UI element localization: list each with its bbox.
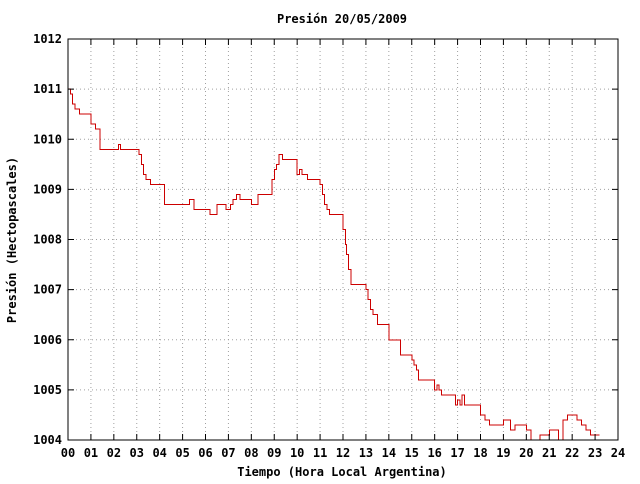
chart-title: Presión 20/05/2009 — [277, 12, 407, 26]
x-tick-label: 09 — [267, 446, 281, 460]
y-tick-label: 1012 — [33, 32, 62, 46]
x-tick-label: 16 — [427, 446, 441, 460]
y-tick-label: 1005 — [33, 383, 62, 397]
x-tick-label: 06 — [198, 446, 212, 460]
x-tick-label: 21 — [542, 446, 556, 460]
grid-lines — [68, 39, 618, 440]
x-tick-label: 10 — [290, 446, 304, 460]
x-tick-label: 02 — [107, 446, 121, 460]
x-tick-label: 19 — [496, 446, 510, 460]
x-tick-label: 04 — [152, 446, 166, 460]
y-tick-label: 1004 — [33, 433, 62, 447]
x-tick-label: 00 — [61, 446, 75, 460]
y-tick-label: 1008 — [33, 233, 62, 247]
series-group — [68, 88, 600, 441]
x-tick-label: 05 — [175, 446, 189, 460]
tick-labels: 00 01 02 03 04 05 06 07 08 09 10 11 12 13 14 15 16 17 18 19… — [33, 32, 625, 460]
x-tick-label: 17 — [450, 446, 464, 460]
x-tick-label: 15 — [405, 446, 419, 460]
y-tick-label: 1009 — [33, 182, 62, 196]
y-tick-label: 1006 — [33, 333, 62, 347]
x-tick-label: 01 — [84, 446, 98, 460]
x-tick-label: 23 — [588, 446, 602, 460]
x-tick-label: 11 — [313, 446, 327, 460]
x-tick-label: 07 — [221, 446, 235, 460]
y-axis-label: Presión (Hectopascales) — [5, 157, 19, 323]
x-tick-label: 18 — [473, 446, 487, 460]
x-tick-label: 13 — [359, 446, 373, 460]
x-tick-label: 24 — [611, 446, 625, 460]
x-tick-label: 22 — [565, 446, 579, 460]
x-tick-label: 12 — [336, 446, 350, 460]
x-tick-label: 03 — [130, 446, 144, 460]
series-line-0 — [68, 88, 600, 441]
x-tick-label: 20 — [519, 446, 533, 460]
tick-marks — [67, 38, 619, 441]
y-tick-label: 1011 — [33, 82, 62, 96]
y-tick-label: 1007 — [33, 283, 62, 297]
x-tick-label: 08 — [244, 446, 258, 460]
x-axis-label: Tiempo (Hora Local Argentina) — [237, 465, 447, 479]
x-tick-label: 14 — [382, 446, 396, 460]
y-tick-label: 1010 — [33, 132, 62, 146]
